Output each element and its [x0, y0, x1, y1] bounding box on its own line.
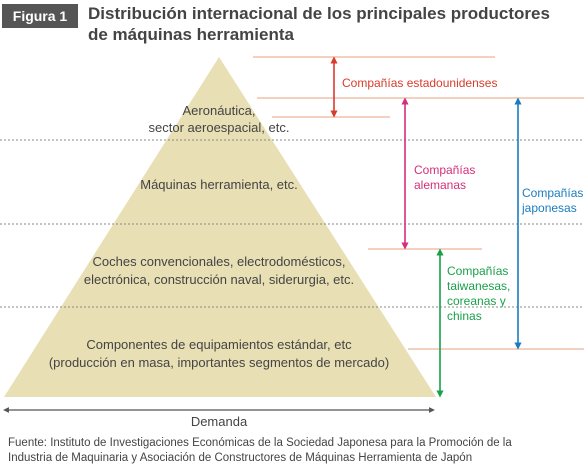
pyramid-shape: [4, 57, 436, 397]
level-components-line-2: (producción en masa, importantes segment…: [49, 355, 389, 370]
asian-companies-label-line-2: taiwanesas,: [447, 279, 510, 293]
level-components-line-1: Componentes de equipamientos estándar, e…: [86, 337, 352, 352]
asian-companies-label-line-3: coreanas y: [447, 294, 506, 308]
german-companies-label-line-1: Compañías: [414, 163, 475, 177]
figure-title: Distribución internacional de los princi…: [88, 3, 578, 45]
source-note: Fuente: Instituto de Investigaciones Eco…: [8, 436, 580, 466]
figure-title-line-2: de máquinas herramienta: [88, 25, 294, 44]
japanese-companies-label-line-1: Compañías: [522, 186, 583, 200]
level-aerospace-line-1: Aeronáutica,: [183, 103, 256, 118]
level-machine-tools: Máquinas herramienta, etc.: [140, 177, 298, 192]
source-line-2: Industria de Maquinaria y Asociación de …: [8, 452, 473, 464]
source-line-1: Fuente: Instituto de Investigaciones Eco…: [8, 437, 512, 449]
german-companies-label-line-2: alemanas: [414, 178, 466, 192]
us-companies-label: Compañías estadounidenses: [342, 76, 497, 90]
asian-companies-label-line-1: Compañías: [447, 264, 508, 278]
level-aerospace-line-2: sector aeroespacial, etc.: [149, 120, 290, 135]
demand-axis-label: Demanda: [191, 414, 248, 429]
level-conventional-line-2: electrónica, construcción naval, siderur…: [84, 272, 354, 287]
japanese-companies-label-line-2: japonesas: [521, 201, 577, 215]
figure-title-line-1: Distribución internacional de los princi…: [88, 4, 550, 23]
band-separators: [0, 139, 584, 308]
figure-label: Figura 1: [2, 4, 78, 28]
asian-companies-label-line-4: chinas: [447, 309, 482, 323]
level-conventional-line-1: Coches convencionales, electrodomésticos…: [93, 254, 346, 269]
